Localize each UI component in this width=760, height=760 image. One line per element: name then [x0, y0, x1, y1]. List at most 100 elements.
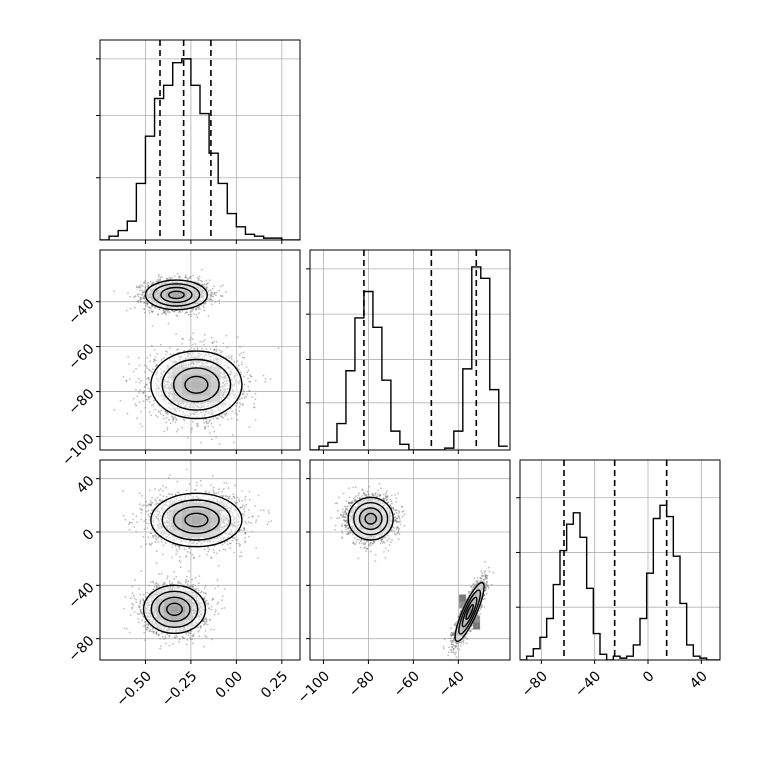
scatter-point	[220, 295, 223, 298]
scatter-point	[165, 412, 168, 415]
scatter-point	[240, 352, 243, 355]
scatter-point	[140, 410, 143, 413]
scatter-point	[254, 398, 257, 400]
scatter-point	[163, 357, 166, 359]
scatter-point	[233, 361, 236, 363]
scatter-point	[208, 299, 211, 301]
scatter-point	[166, 411, 169, 414]
scatter-point	[237, 368, 240, 371]
scatter-point	[211, 336, 213, 339]
scatter-point	[138, 285, 141, 288]
scatter-point	[212, 295, 215, 298]
scatter-point	[166, 351, 169, 353]
scatter-point	[190, 336, 192, 339]
scatter-point	[213, 293, 216, 296]
scatter-point	[193, 313, 195, 316]
scatter-point	[231, 536, 234, 539]
scatter-point	[168, 311, 171, 314]
scatter-point	[191, 338, 194, 341]
scatter-point	[151, 305, 153, 307]
scatter-point	[220, 415, 223, 418]
scatter-point	[152, 368, 154, 371]
scatter-point	[152, 310, 155, 313]
scatter-point	[125, 380, 128, 383]
scatter-point	[238, 354, 241, 356]
scatter-point	[202, 304, 205, 307]
scatter-point	[248, 390, 251, 393]
scatter-point	[213, 348, 216, 351]
scatter-point	[216, 348, 218, 351]
scatter-point	[210, 556, 212, 559]
scatter-point	[221, 350, 223, 353]
scatter-point	[132, 296, 135, 298]
contour-line-2	[161, 358, 232, 411]
scatter-point	[143, 291, 146, 294]
scatter-point	[143, 297, 145, 299]
scatter-point	[238, 542, 240, 545]
scatter-point	[175, 418, 178, 420]
scatter-point	[209, 298, 212, 301]
scatter-point	[209, 418, 212, 421]
scatter-point	[228, 357, 231, 359]
scatter-point	[158, 308, 161, 311]
scatter-point	[170, 415, 173, 418]
scatter-point	[185, 555, 188, 557]
scatter-point	[139, 286, 142, 289]
scatter-point	[225, 413, 228, 415]
scatter-point	[181, 309, 184, 312]
scatter-point	[147, 396, 150, 399]
scatter-point	[243, 396, 246, 399]
scatter-point	[142, 535, 145, 538]
scatter-point	[218, 289, 221, 292]
scatter-point	[177, 348, 180, 351]
scatter-point	[225, 412, 228, 415]
scatter-point	[192, 274, 195, 277]
scatter-point	[169, 353, 172, 355]
scatter-point	[150, 414, 153, 417]
scatter-point	[144, 280, 147, 283]
scatter-point	[198, 555, 201, 558]
scatter-point	[147, 305, 149, 308]
scatter-point	[144, 371, 146, 374]
scatter-point	[151, 311, 154, 313]
scatter-point	[154, 356, 157, 358]
scatter-point	[218, 414, 220, 417]
scatter-point	[141, 289, 143, 292]
scatter-point	[248, 389, 251, 392]
scatter-point	[236, 413, 239, 416]
scatter-point	[195, 313, 198, 316]
scatter-point	[188, 349, 191, 351]
scatter-point	[215, 436, 218, 439]
scatter-point	[164, 542, 167, 544]
scatter-point	[238, 402, 241, 404]
scatter-point	[250, 375, 253, 378]
scatter-point	[169, 277, 172, 280]
scatter-point	[205, 348, 208, 350]
contour-line-3	[150, 350, 243, 420]
scatter-point	[144, 305, 147, 307]
scatter-point	[262, 374, 265, 377]
scatter-point	[163, 430, 166, 433]
scatter-point	[205, 422, 208, 425]
scatter-point	[136, 293, 139, 296]
scatter-point	[156, 352, 159, 355]
scatter-point	[156, 502, 159, 505]
scatter-point	[241, 397, 243, 400]
scatter-point	[210, 422, 213, 425]
scatter-point	[132, 370, 135, 373]
scatter-point	[172, 417, 175, 420]
scatter-point	[152, 281, 155, 283]
scatter-point	[243, 375, 245, 378]
scatter-point	[140, 297, 143, 299]
histogram-panel-1	[306, 249, 511, 451]
scatter-point	[205, 279, 208, 282]
scatter-point	[173, 310, 176, 313]
scatter-point	[160, 409, 163, 412]
scatter-point	[137, 286, 140, 289]
scatter-point	[218, 488, 220, 491]
scatter-point	[239, 346, 241, 348]
scatter-point	[204, 426, 206, 428]
scatter-point	[140, 379, 142, 382]
scatter-point	[205, 420, 207, 423]
